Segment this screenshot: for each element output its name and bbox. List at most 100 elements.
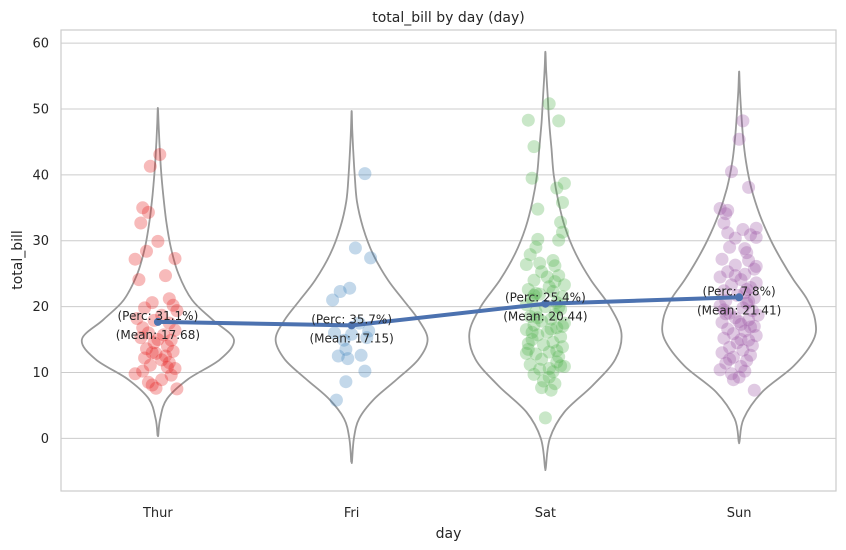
data-point <box>713 270 727 284</box>
annotation-perc: (Perc: 25.4%) <box>505 291 586 305</box>
plot-area-frame <box>60 29 837 492</box>
data-point <box>533 287 547 301</box>
data-point <box>719 207 733 221</box>
data-point <box>326 293 340 307</box>
data-point <box>147 336 161 350</box>
data-point <box>749 259 763 273</box>
data-point <box>732 132 746 146</box>
data-point <box>745 304 759 318</box>
mean-marker <box>153 317 162 326</box>
data-point <box>145 296 159 310</box>
data-point <box>134 216 148 230</box>
data-point <box>734 317 748 331</box>
data-point <box>715 315 729 329</box>
data-point <box>128 252 142 266</box>
data-point <box>527 288 541 302</box>
data-point <box>732 315 746 329</box>
data-point <box>145 378 159 392</box>
x-tick-label: Fri <box>344 506 360 521</box>
data-point <box>747 291 761 305</box>
data-point <box>157 328 171 342</box>
data-point <box>721 265 735 279</box>
data-point <box>742 333 756 347</box>
data-point <box>343 281 357 295</box>
data-point <box>162 356 176 370</box>
data-point <box>329 393 343 407</box>
data-point <box>535 265 549 279</box>
violin-fri <box>274 110 429 464</box>
data-point <box>164 368 178 382</box>
data-point <box>140 244 153 258</box>
data-point <box>525 325 539 339</box>
annotation-mean: (Mean: 20.44) <box>503 310 587 324</box>
data-point <box>519 258 533 271</box>
mean-marker <box>735 293 744 302</box>
data-point <box>738 267 752 281</box>
data-point <box>550 321 564 335</box>
data-point <box>732 370 746 384</box>
annotation-perc: (Perc: 7.8%) <box>703 284 776 298</box>
data-point <box>730 336 744 350</box>
data-point <box>155 353 169 367</box>
data-point <box>345 327 359 341</box>
annotation-mean: (Mean: 17.15) <box>309 331 393 345</box>
data-point <box>713 363 727 377</box>
data-point <box>527 273 541 287</box>
data-point <box>715 346 729 360</box>
data-point <box>740 296 754 310</box>
data-point <box>525 171 539 185</box>
data-point <box>556 196 569 209</box>
data-point <box>542 280 556 294</box>
data-point <box>159 349 172 363</box>
data-point <box>128 367 142 381</box>
mean-marker <box>347 321 356 330</box>
x-tick-label: Thur <box>142 506 173 521</box>
data-point <box>749 230 763 244</box>
data-point <box>725 278 738 292</box>
data-point <box>529 305 543 319</box>
y-tick-label: 60 <box>32 37 49 52</box>
chart-title: total_bill by day (day) <box>372 10 525 26</box>
data-point <box>550 344 564 358</box>
data-point <box>160 360 174 374</box>
data-point <box>723 306 737 320</box>
data-point <box>544 312 558 326</box>
data-point <box>749 221 763 235</box>
data-point <box>554 302 568 316</box>
data-point <box>134 331 148 345</box>
data-point <box>155 373 169 387</box>
data-point <box>160 339 174 353</box>
data-point <box>529 286 543 300</box>
data-point <box>525 292 539 306</box>
data-point <box>747 383 761 397</box>
data-point <box>740 246 754 260</box>
data-point <box>143 159 157 173</box>
data-point <box>736 343 750 357</box>
data-point <box>159 269 172 283</box>
data-point <box>527 367 541 381</box>
mean-line-group <box>153 293 744 330</box>
annotation-mean: (Mean: 21.41) <box>697 303 781 317</box>
data-point <box>533 362 547 376</box>
data-point <box>519 346 533 360</box>
data-point <box>331 349 345 363</box>
data-point <box>552 114 566 128</box>
data-point <box>151 234 165 248</box>
data-point <box>548 308 562 321</box>
data-point <box>527 140 541 154</box>
data-point <box>521 113 535 127</box>
violins <box>80 50 817 471</box>
data-point <box>723 352 737 366</box>
data-point <box>542 370 556 384</box>
data-point <box>744 348 757 362</box>
data-point <box>744 228 757 242</box>
data-point <box>719 307 733 321</box>
data-point <box>529 347 543 361</box>
data-point <box>749 329 763 343</box>
data-point <box>140 342 153 356</box>
y-tick-label: 50 <box>32 103 49 118</box>
data-point <box>521 342 535 356</box>
data-point <box>728 231 742 245</box>
data-point <box>734 273 748 287</box>
data-point <box>531 328 545 342</box>
